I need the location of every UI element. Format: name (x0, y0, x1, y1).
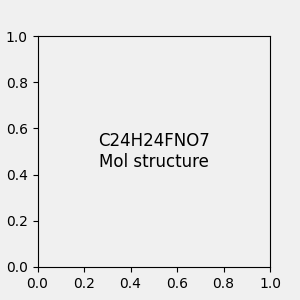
Text: C24H24FNO7
Mol structure: C24H24FNO7 Mol structure (98, 132, 210, 171)
